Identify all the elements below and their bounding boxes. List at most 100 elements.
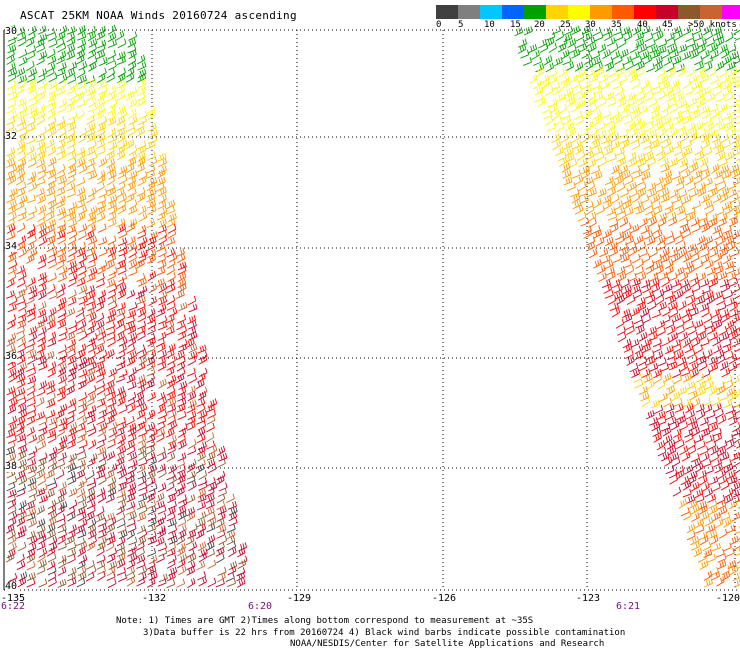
wind-barb: [702, 109, 711, 120]
wind-barb: [57, 554, 67, 564]
wind-barb: [167, 493, 177, 504]
wind-barb: [146, 193, 156, 203]
wind-barb: [720, 452, 730, 461]
wind-barb: [693, 169, 703, 180]
wind-barb: [623, 259, 633, 269]
wind-barb: [215, 578, 225, 588]
wind-barb: [610, 72, 620, 83]
wind-barb: [622, 338, 632, 349]
wind-barb: [16, 487, 26, 498]
wind-barb: [57, 42, 67, 53]
wind-barb: [157, 168, 166, 179]
wind-barb: [67, 241, 77, 252]
wind-barb: [729, 98, 739, 108]
wind-barb: [167, 415, 176, 426]
wind-barb: [157, 356, 166, 366]
wind-barb: [47, 169, 57, 180]
wind-barb: [157, 415, 167, 425]
wind-barb: [188, 303, 198, 313]
wind-barb: [168, 524, 178, 535]
wind-barb: [218, 452, 228, 462]
wind-barb: [36, 433, 45, 444]
wind-barb: [531, 49, 540, 60]
wind-barb: [88, 206, 98, 215]
wind-barb: [8, 67, 18, 77]
wind-barb: [643, 140, 652, 150]
wind-barb: [16, 483, 26, 493]
wind-barb: [16, 67, 26, 78]
wind-barb: [570, 188, 580, 198]
wind-barb: [205, 506, 215, 517]
wind-barb: [87, 140, 97, 150]
wind-barb: [76, 446, 85, 456]
wind-barb: [57, 541, 67, 551]
wind-barb: [76, 433, 86, 444]
wind-barb: [689, 390, 698, 401]
wind-barb: [713, 402, 722, 413]
wind-barb: [236, 577, 246, 588]
wind-barb: [596, 205, 605, 215]
wind-barb: [611, 307, 621, 318]
wind-barb: [66, 174, 75, 185]
wind-barb: [700, 254, 710, 265]
wind-barb: [661, 276, 670, 288]
wind-barb: [75, 91, 85, 102]
wind-barb: [703, 549, 713, 559]
wind-barb: [167, 397, 177, 407]
wind-barb: [177, 433, 186, 444]
wind-barb: [118, 572, 127, 583]
wind-barb: [721, 312, 730, 323]
wind-barb: [46, 211, 55, 222]
wind-barb: [686, 494, 696, 504]
wind-barb: [8, 476, 18, 486]
wind-barb: [157, 331, 167, 341]
wind-barb: [48, 156, 57, 167]
wind-barb: [36, 43, 46, 53]
wind-barb: [68, 201, 78, 211]
wind-barb: [727, 410, 737, 420]
wind-barb: [704, 55, 713, 65]
wind-barb: [7, 72, 17, 83]
wind-barb: [8, 91, 18, 102]
wind-barb: [687, 243, 697, 253]
wind-barb: [642, 283, 652, 294]
wind-barb: [106, 348, 115, 359]
wind-barb: [731, 511, 740, 522]
wind-barb: [711, 163, 720, 174]
wind-barb: [697, 325, 707, 336]
wind-barb: [106, 150, 115, 161]
legend-swatch: [634, 5, 656, 19]
wind-barb: [35, 187, 45, 197]
wind-barb: [148, 231, 158, 241]
wind-barb: [78, 331, 88, 341]
legend-swatch: [524, 5, 546, 19]
wind-barb: [634, 86, 644, 97]
wind-barb: [611, 193, 620, 204]
wind-barb: [116, 489, 126, 499]
wind-barb: [116, 349, 126, 360]
wind-barb: [186, 494, 196, 504]
wind-barb: [117, 72, 126, 84]
wind-barb: [716, 36, 725, 47]
wind-barb: [86, 325, 95, 336]
wind-barb: [707, 183, 717, 192]
wind-barb: [58, 127, 67, 138]
wind-barb: [567, 44, 577, 55]
wind-barb: [35, 38, 45, 48]
wind-barb: [68, 247, 77, 257]
wind-barb: [76, 488, 86, 498]
wind-barb: [76, 176, 86, 187]
wind-barb: [167, 506, 176, 516]
wind-barb: [674, 115, 684, 125]
wind-barb: [709, 217, 718, 228]
wind-barb: [28, 67, 38, 78]
wind-barb: [56, 494, 65, 505]
wind-barb: [76, 146, 86, 156]
wind-barb: [666, 235, 676, 245]
wind-barb: [37, 169, 47, 181]
wind-barb: [633, 373, 643, 383]
wind-barb: [688, 499, 698, 509]
wind-barb: [158, 410, 168, 420]
wind-barb: [728, 188, 737, 198]
wind-barb: [730, 193, 739, 204]
